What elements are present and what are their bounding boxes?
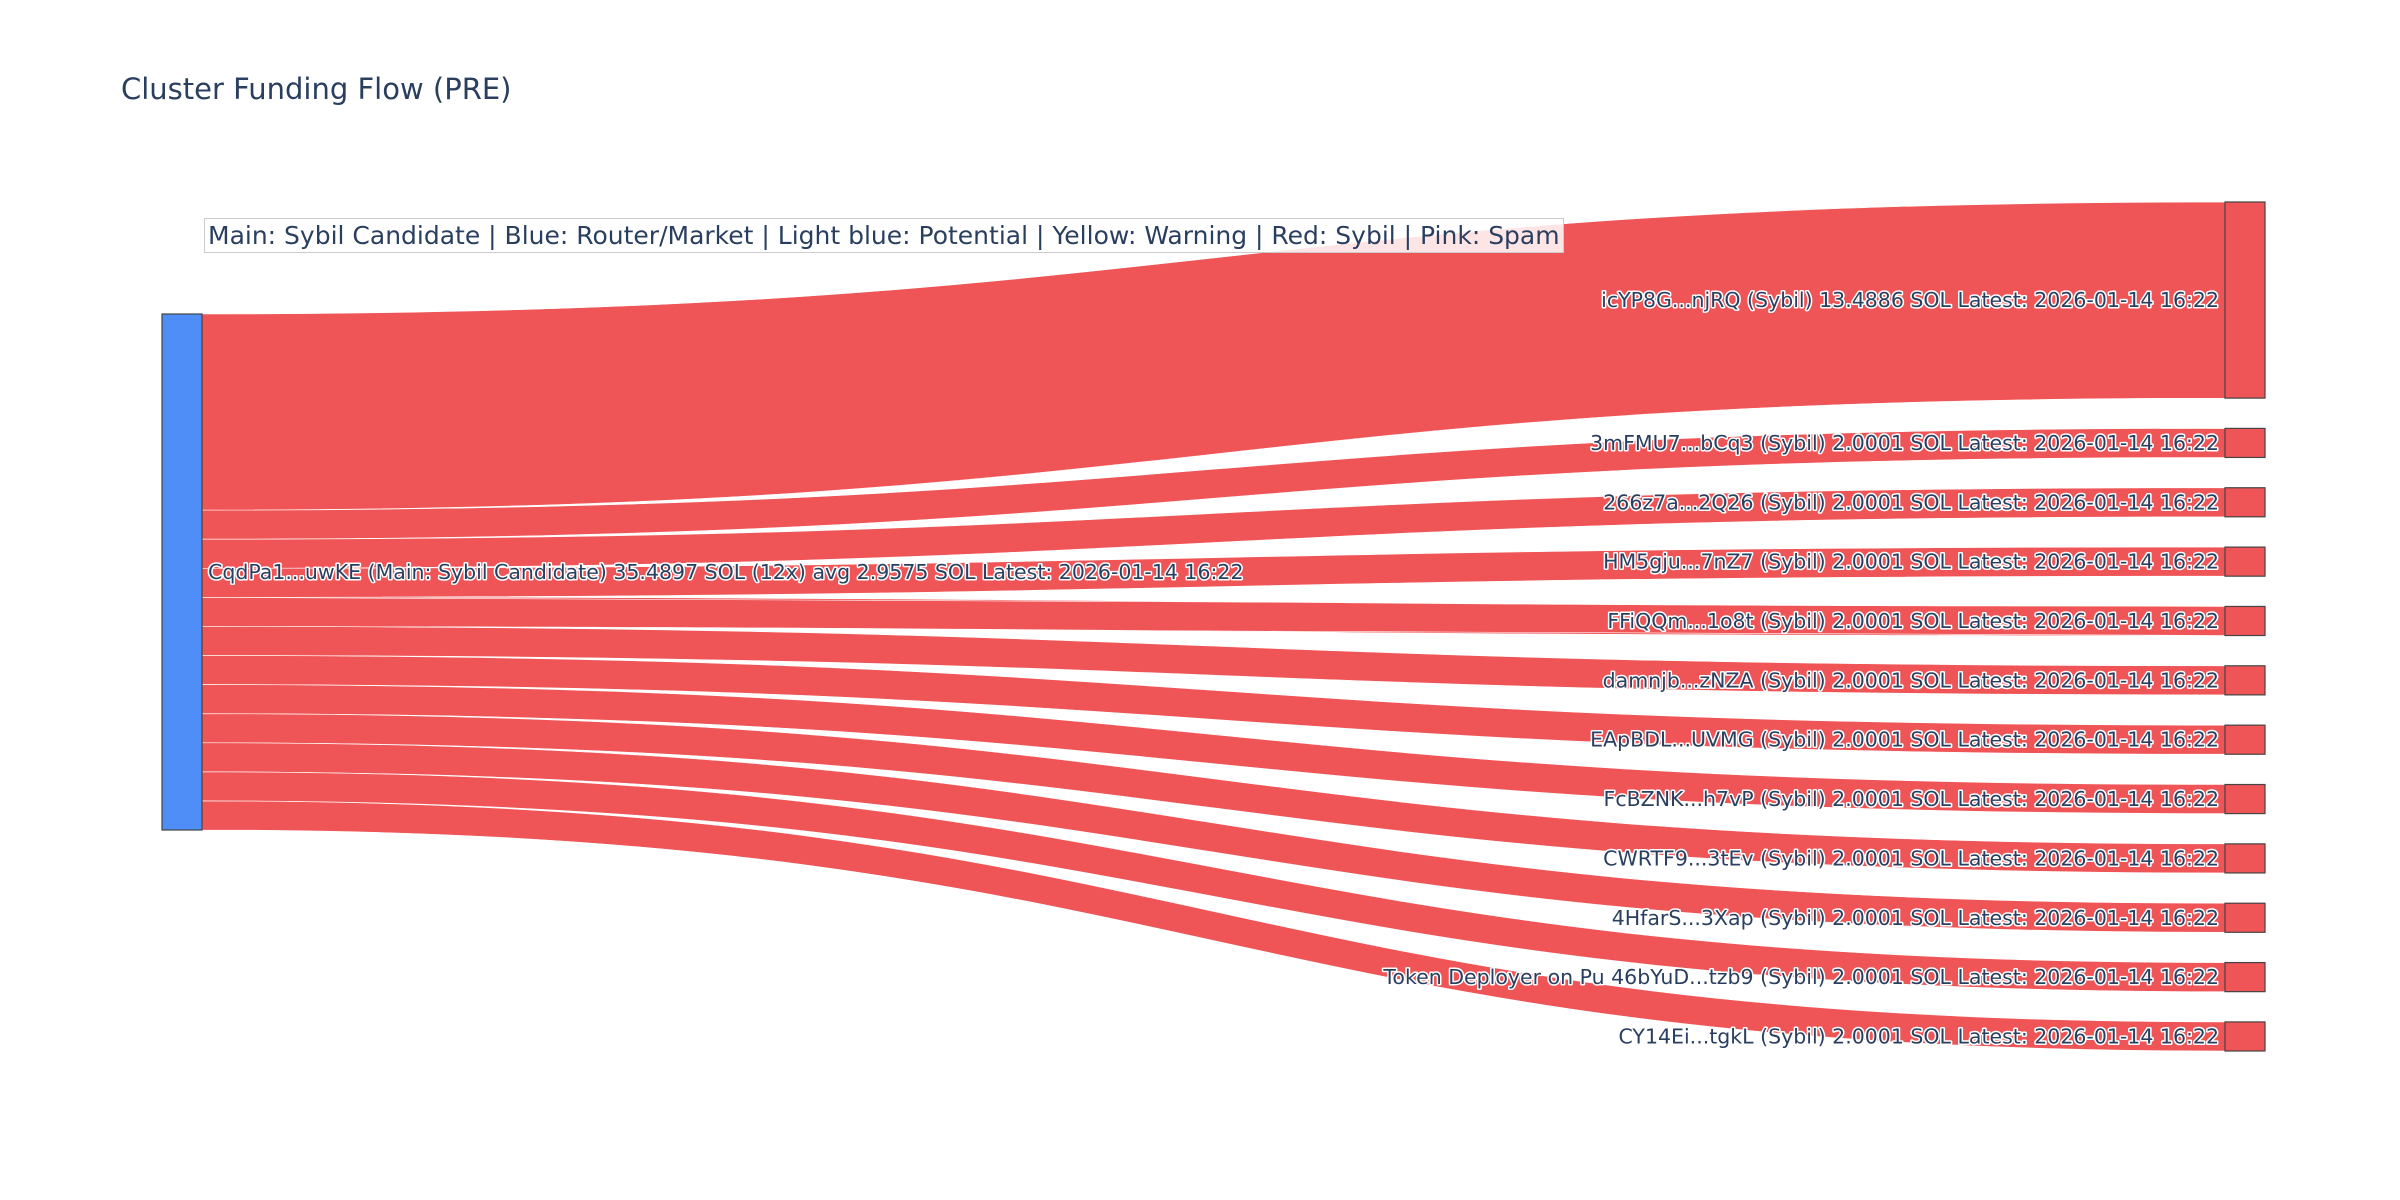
sankey-links bbox=[201, 201, 2226, 1052]
target-node bbox=[2224, 902, 2266, 933]
target-node-label: HM5gju...7nZ7 (Sybil) 2.0001 SOL Latest:… bbox=[1603, 550, 2219, 574]
target-node bbox=[2224, 665, 2266, 696]
target-node bbox=[2224, 427, 2266, 459]
target-node-label: CY14Ei...tgkL (Sybil) 2.0001 SOL Latest:… bbox=[1618, 1024, 2219, 1048]
sankey-nodes bbox=[161, 201, 2266, 1052]
chart-title: Cluster Funding Flow (PRE) bbox=[121, 72, 512, 106]
target-node-label: Token Deployer on Pu 46bYuD...tzb9 (Sybi… bbox=[1382, 965, 2219, 989]
target-node bbox=[2224, 783, 2266, 815]
legend-note: Main: Sybil Candidate | Blue: Router/Mar… bbox=[204, 218, 1564, 253]
source-node-label: CqdPa1...uwKE (Main: Sybil Candidate) 35… bbox=[208, 560, 1244, 584]
target-node bbox=[2224, 605, 2266, 637]
target-node-label: 4HfarS...3Xap (Sybil) 2.0001 SOL Latest:… bbox=[1612, 906, 2219, 930]
target-node bbox=[2224, 724, 2266, 755]
target-node bbox=[2224, 843, 2266, 874]
target-node-label: icYP8G...njRQ (Sybil) 13.4886 SOL Latest… bbox=[1601, 288, 2219, 312]
target-node bbox=[2224, 961, 2266, 993]
target-node bbox=[2224, 1021, 2266, 1052]
target-node-label: 3mFMU7...bCq3 (Sybil) 2.0001 SOL Latest:… bbox=[1590, 431, 2219, 455]
target-node bbox=[2224, 487, 2266, 518]
target-node-label: EApBDL...UVMG (Sybil) 2.0001 SOL Latest:… bbox=[1590, 728, 2219, 752]
target-node-label: damnjb...zNZA (Sybil) 2.0001 SOL Latest:… bbox=[1603, 668, 2219, 692]
sankey-labels: icYP8G...njRQ (Sybil) 13.4886 SOL Latest… bbox=[207, 287, 2221, 1050]
source-node bbox=[161, 313, 203, 831]
target-node bbox=[2224, 201, 2266, 399]
target-node-label: FcBZNK...h7vP (Sybil) 2.0001 SOL Latest:… bbox=[1604, 787, 2219, 811]
target-node-label: 266z7a...2Q26 (Sybil) 2.0001 SOL Latest:… bbox=[1603, 490, 2219, 514]
target-node-label: CWRTF9...3tEv (Sybil) 2.0001 SOL Latest:… bbox=[1603, 846, 2219, 870]
target-node bbox=[2224, 546, 2266, 577]
target-node-label: FFiQQm...1o8t (Sybil) 2.0001 SOL Latest:… bbox=[1607, 609, 2219, 633]
